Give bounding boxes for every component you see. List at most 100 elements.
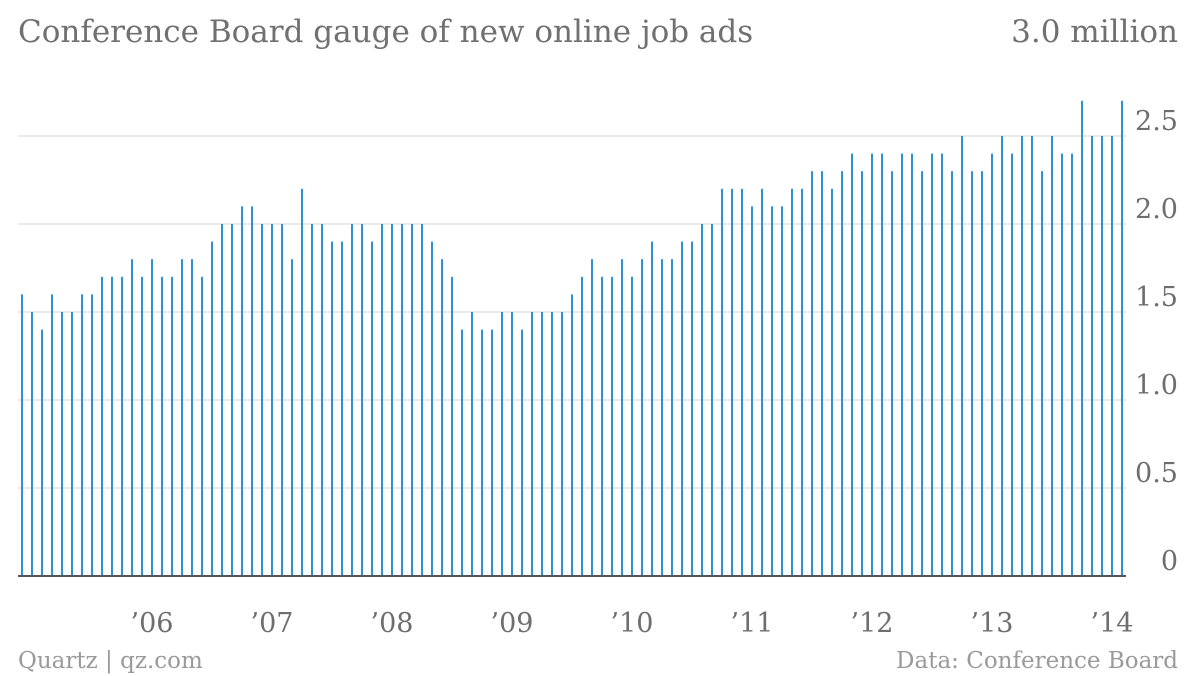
bar (271, 224, 273, 576)
bar (611, 276, 613, 576)
bar (241, 206, 243, 576)
bar (531, 312, 533, 576)
bar (541, 312, 543, 576)
bar (1091, 136, 1093, 576)
bar (171, 276, 173, 576)
bar (891, 171, 893, 576)
bar (1061, 153, 1063, 576)
x-tick-label: ’06 (131, 608, 174, 639)
bar (1021, 136, 1023, 576)
bar (411, 224, 413, 576)
x-tick-label: ’13 (971, 608, 1014, 639)
bar (751, 206, 753, 576)
bar (771, 206, 773, 576)
x-tick-label: ’14 (1091, 608, 1134, 639)
bar (341, 241, 343, 576)
y-tick-label: 1.5 (1135, 282, 1178, 313)
bar (121, 276, 123, 576)
bar (491, 329, 493, 576)
bar (1111, 136, 1113, 576)
bar (551, 312, 553, 576)
bar (1121, 100, 1123, 577)
bar (581, 276, 583, 576)
chart-title: Conference Board gauge of new online job… (18, 14, 753, 50)
bar (1081, 100, 1083, 577)
bar (571, 294, 573, 576)
bar (451, 276, 453, 576)
bar (961, 136, 963, 576)
bar (841, 171, 843, 576)
x-tick-label: ’11 (731, 608, 774, 639)
bar (971, 171, 973, 576)
bar (261, 224, 263, 576)
bar (861, 171, 863, 576)
bar (371, 241, 373, 576)
bar (601, 276, 603, 576)
bar (421, 224, 423, 576)
bar (741, 188, 743, 577)
bar (501, 312, 503, 576)
bar (901, 153, 903, 576)
bar (871, 153, 873, 576)
bar (461, 329, 463, 576)
bar (191, 259, 193, 576)
bar (1031, 136, 1033, 576)
bar (761, 188, 763, 577)
bar (711, 224, 713, 576)
bar (1071, 153, 1073, 576)
bar (251, 206, 253, 576)
bar (681, 241, 683, 576)
bar (881, 153, 883, 576)
y-tick-label: 0 (1161, 546, 1178, 577)
bar (521, 329, 523, 576)
bar (21, 294, 23, 576)
bar (481, 329, 483, 576)
bar (161, 276, 163, 576)
bar (151, 259, 153, 576)
y-axis-max-label: 3.0 million (1011, 14, 1178, 50)
bar (951, 171, 953, 576)
bar (851, 153, 853, 576)
bar (51, 294, 53, 576)
bar (931, 153, 933, 576)
bar (791, 188, 793, 577)
bar (721, 188, 723, 577)
bar (1001, 136, 1003, 576)
bar (91, 294, 93, 576)
footer-source-right: Data: Conference Board (896, 648, 1178, 674)
bar (1011, 153, 1013, 576)
bar (201, 276, 203, 576)
bar (561, 312, 563, 576)
bar (691, 241, 693, 576)
y-tick-label: 1.0 (1135, 370, 1178, 401)
bar (661, 259, 663, 576)
bar (281, 224, 283, 576)
bar (181, 259, 183, 576)
footer-source-left: Quartz | qz.com (18, 648, 203, 674)
bar (1051, 136, 1053, 576)
bar (221, 224, 223, 576)
bar (441, 259, 443, 576)
x-tick-label: ’12 (851, 608, 894, 639)
y-axis-ticks: 0 0.5 1.0 1.5 2.0 2.5 (1135, 106, 1178, 577)
y-tick-label: 2.5 (1135, 106, 1178, 137)
x-tick-label: ’07 (251, 608, 294, 639)
bar (981, 171, 983, 576)
bar (731, 188, 733, 577)
bar (701, 224, 703, 576)
bar (41, 329, 43, 576)
bar (401, 224, 403, 576)
bar (801, 188, 803, 577)
bar (131, 259, 133, 576)
y-tick-label: 0.5 (1135, 458, 1178, 489)
bar (821, 171, 823, 576)
bar (361, 224, 363, 576)
bar (631, 276, 633, 576)
bar (811, 171, 813, 576)
bar (111, 276, 113, 576)
bar (351, 224, 353, 576)
x-tick-label: ’09 (491, 608, 534, 639)
bar (671, 259, 673, 576)
bar (1041, 171, 1043, 576)
bar (431, 241, 433, 576)
